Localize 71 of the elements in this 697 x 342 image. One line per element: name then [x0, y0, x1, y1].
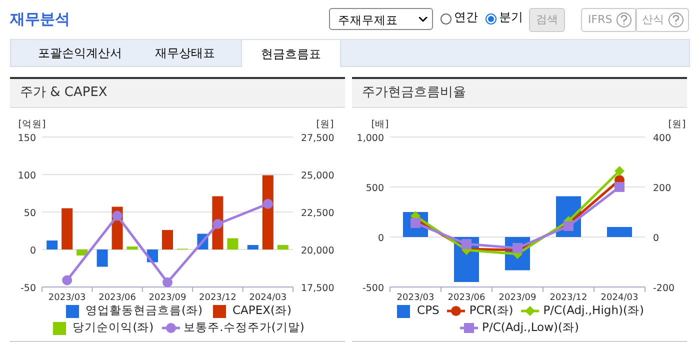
text: 현금흐름표	[241, 39, 341, 67]
x-tick-label: 2023/06	[448, 293, 486, 303]
y-tick-label: 1,000	[356, 133, 384, 144]
y2-tick-label: 27,500	[301, 133, 334, 144]
text: 연간	[454, 9, 478, 26]
x-tick-label: 2023/09	[148, 293, 186, 303]
bar	[277, 245, 288, 250]
legend-label: PCR(좌)	[469, 302, 514, 319]
y2-tick-label: -200	[653, 283, 675, 294]
bar	[162, 230, 173, 250]
y-tick-label: 0	[378, 233, 384, 244]
legend-label: CPS	[417, 302, 440, 319]
text: 재무분석	[10, 10, 70, 29]
bar	[76, 250, 88, 256]
point	[162, 277, 172, 288]
y2-axis-title: [원]	[316, 119, 334, 130]
y-tick-label: -500	[362, 283, 384, 294]
x-tick-label: 2023/12	[550, 293, 588, 303]
point	[262, 198, 273, 209]
point	[112, 210, 122, 221]
point	[614, 166, 624, 176]
legend-label: CAPEX(좌)	[232, 302, 292, 319]
y2-tick-label: 400	[653, 133, 672, 144]
point	[462, 239, 472, 249]
y2-tick-label: 20,000	[301, 246, 334, 256]
text: 재무상태표	[155, 45, 215, 62]
legend-label: 영업활동현금흐름(좌)	[86, 302, 203, 319]
y2-tick-label: 25,000	[301, 170, 334, 182]
legend-label: P/C(Adj.,Low)(좌)	[482, 319, 579, 336]
legend-label: 당기순이익(좌)	[72, 319, 154, 336]
bar	[607, 227, 632, 237]
y-tick-label: 50	[24, 208, 36, 219]
y-tick-label: 150	[18, 133, 36, 144]
text: 분기	[499, 9, 523, 26]
x-tick-label: 2023/03	[48, 293, 86, 303]
text: 검색	[529, 8, 565, 32]
y-axis-title: [배]	[371, 119, 389, 130]
bar	[227, 238, 238, 250]
y2-axis-title: [원]	[668, 119, 686, 130]
y-axis-title: [억원]	[18, 119, 46, 130]
y2-tick-label: 0	[653, 233, 660, 244]
y-tick-label: -50	[20, 283, 36, 294]
legend-label: 보통주.수정주가(기말)	[184, 319, 304, 336]
bar	[46, 240, 58, 250]
point	[614, 182, 624, 192]
text: 산식	[635, 8, 689, 32]
y2-tick-label: 22,500	[301, 208, 334, 219]
bar	[262, 175, 274, 250]
y2-tick-label: 17,500	[301, 283, 334, 294]
x-tick-label: 2023/09	[498, 293, 536, 303]
bar	[62, 208, 73, 250]
legend-label: P/C(Adj.,High)(좌)	[543, 302, 644, 319]
point	[212, 219, 223, 229]
y2-tick-label: 200	[653, 183, 672, 194]
text: 주재무제표	[329, 8, 433, 30]
bar	[126, 246, 138, 250]
x-tick-label: 2023/12	[199, 293, 236, 303]
x-tick-label: 2024/03	[600, 293, 638, 303]
chart-title: 주가현금흐름비율	[352, 79, 687, 108]
text: IFRS	[581, 8, 638, 32]
text: 포괄손익계산서	[38, 45, 122, 62]
y-tick-label: 100	[18, 170, 36, 182]
bar	[247, 245, 258, 250]
bar	[96, 250, 108, 267]
x-tick-label: 2024/03	[249, 293, 287, 303]
x-tick-label: 2023/03	[396, 293, 434, 303]
chart-title: 주가 & CAPEX	[10, 79, 345, 108]
y-tick-label: 500	[366, 183, 384, 194]
x-tick-label: 2023/06	[98, 293, 136, 303]
y-tick-label: 0	[30, 246, 36, 256]
point	[62, 275, 72, 286]
